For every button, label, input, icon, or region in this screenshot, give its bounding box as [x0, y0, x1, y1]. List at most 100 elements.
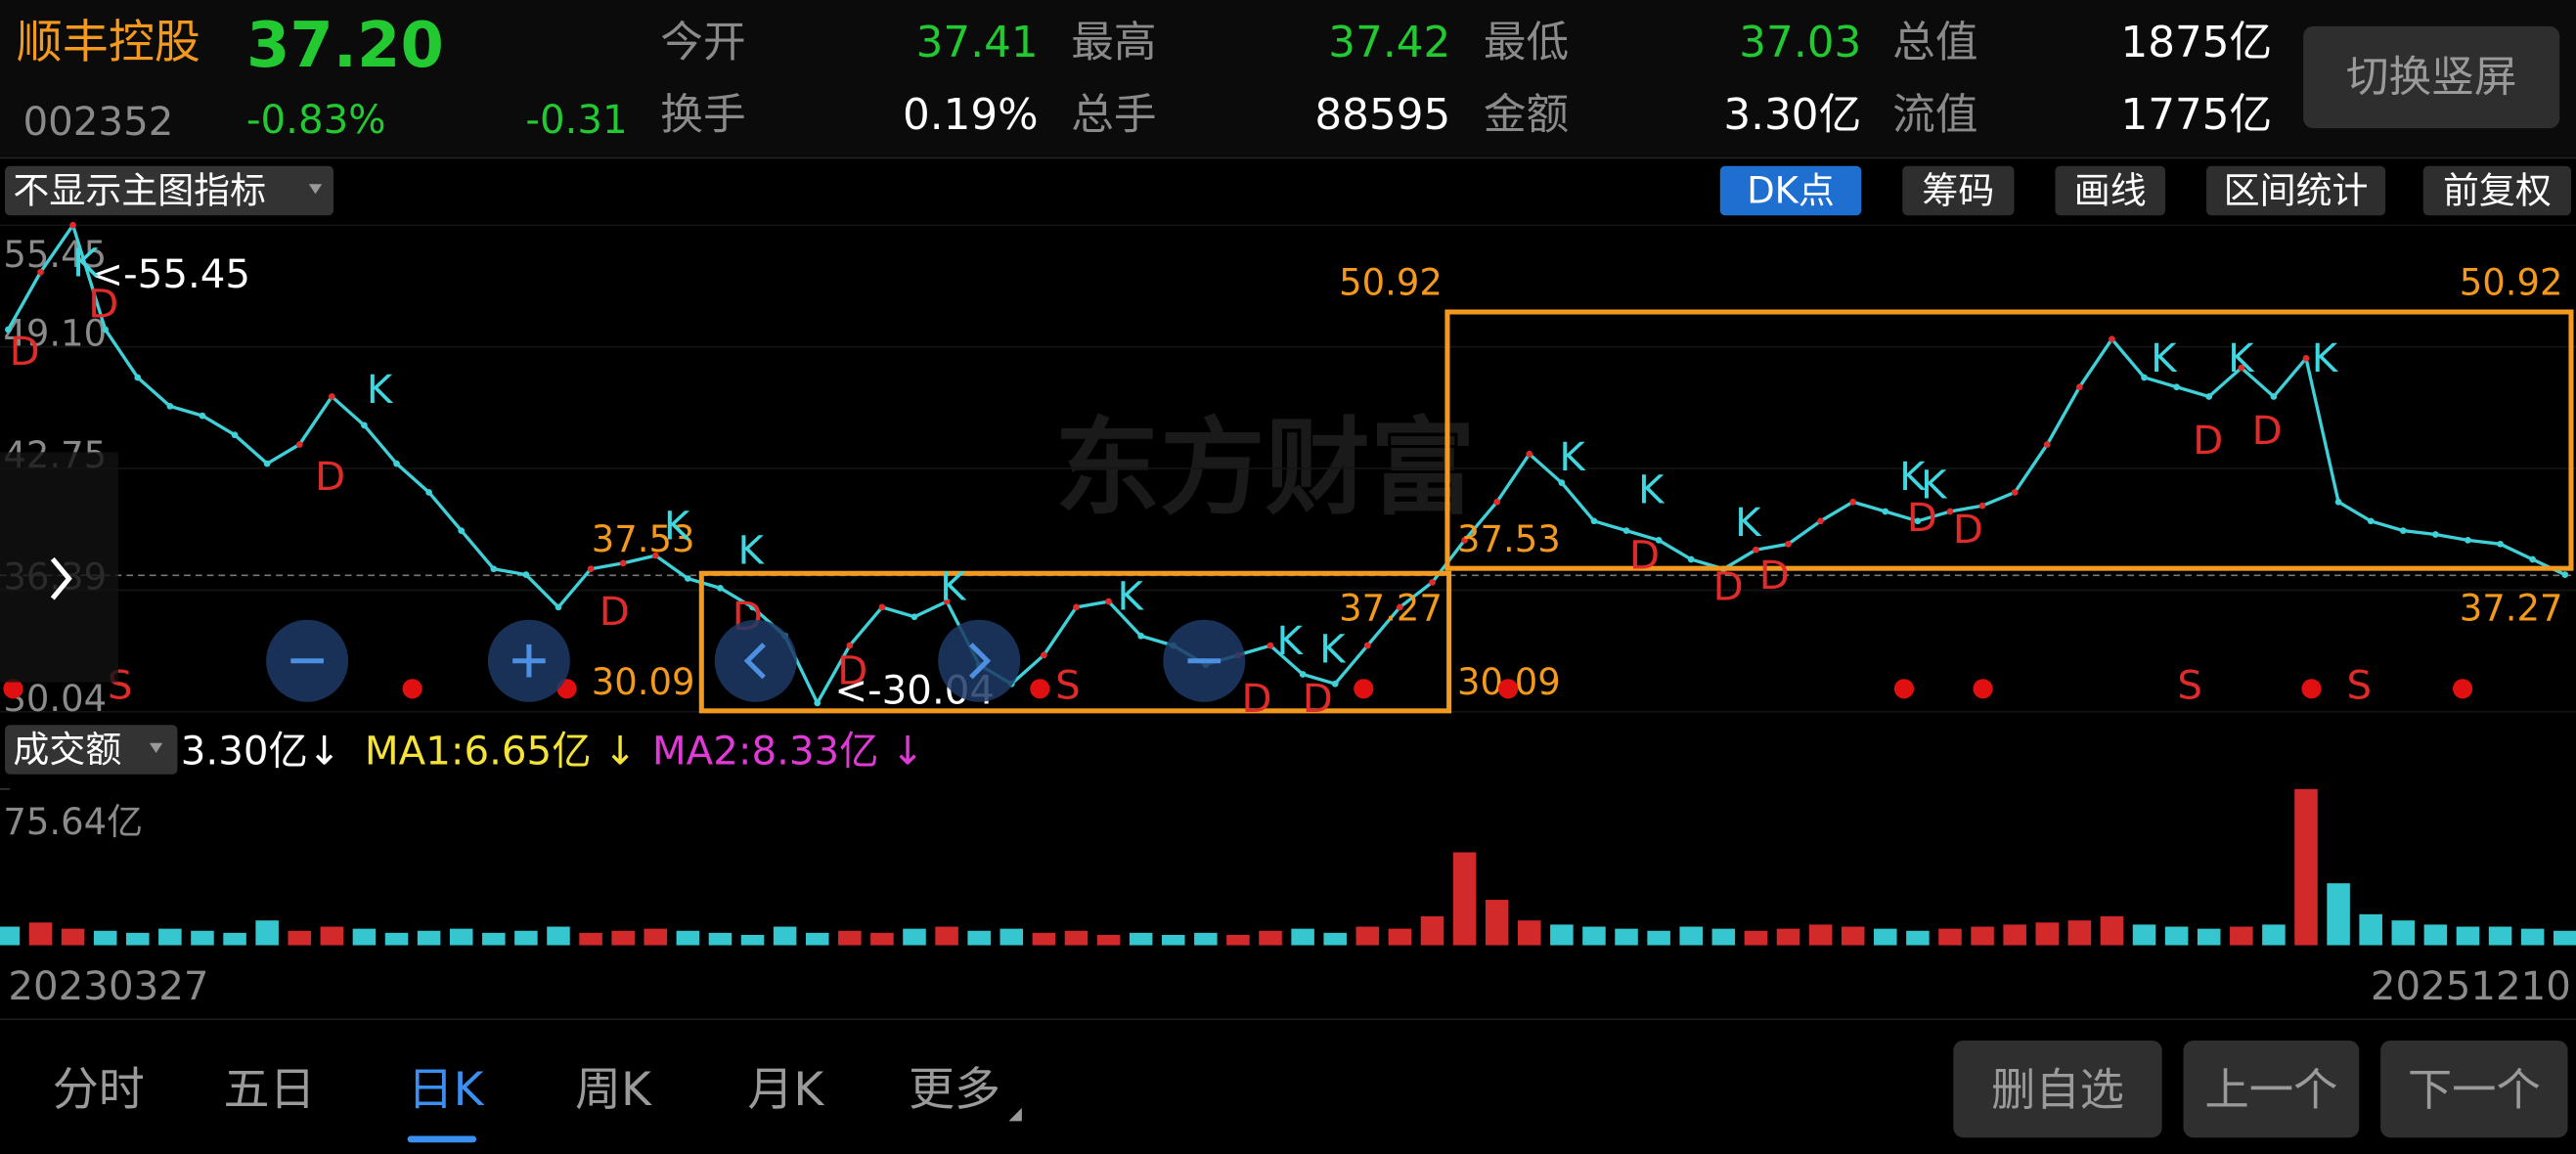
volume-bar: [514, 930, 538, 946]
indicator-select[interactable]: [5, 165, 334, 216]
toolbar-button[interactable]: [2422, 165, 2571, 216]
signal-marker: D: [1242, 676, 1272, 722]
volume-bar: [1550, 924, 1574, 946]
price-point: [1331, 680, 1339, 688]
toolbar-button-label: 前复权: [2443, 169, 2552, 211]
signal-dot: [1973, 679, 1993, 699]
volume-bar: [2035, 922, 2060, 946]
box-label: 37.53: [1457, 518, 1561, 560]
volume-bar: [1161, 934, 1185, 946]
period-tab[interactable]: 月K: [747, 1063, 824, 1117]
box-label: 37.27: [2460, 587, 2563, 629]
toolbar-button-label: DK点: [1747, 169, 1835, 211]
action-button[interactable]: [1953, 1041, 2162, 1138]
volume-bar: [1841, 926, 1865, 946]
price-point: [295, 441, 303, 448]
toolbar-button[interactable]: [2206, 165, 2386, 216]
signal-marker: K: [2228, 335, 2255, 381]
volume-bar: [967, 930, 991, 946]
legend-entry: MA1:6.65亿 ↓: [365, 729, 637, 775]
zoom-button[interactable]: [938, 619, 1021, 702]
price-point: [555, 603, 562, 611]
signal-marker: K: [940, 564, 967, 610]
action-button[interactable]: [2380, 1041, 2568, 1138]
volume-bar: [2391, 920, 2416, 946]
side-nav-icon: [50, 556, 72, 600]
volume-bar: [2230, 926, 2253, 946]
zoom-button[interactable]: [714, 619, 797, 702]
price-point: [1073, 603, 1080, 611]
stat-value: 3.30亿: [1723, 90, 1861, 140]
toolbar-button[interactable]: [2055, 165, 2166, 216]
volume-bar: [579, 932, 602, 946]
price-point: [1978, 502, 1986, 510]
volume-select[interactable]: [5, 725, 178, 775]
price-point: [2173, 383, 2180, 391]
volume-bar: [1291, 928, 1314, 946]
signal-marker: D: [1953, 507, 1983, 553]
price-point: [1493, 498, 1501, 506]
volume-bar: [1226, 934, 1250, 946]
price-point: [1266, 642, 1274, 649]
volume-bar: [93, 930, 117, 946]
signal-marker: K: [1735, 500, 1762, 546]
period-tab[interactable]: 周K: [575, 1063, 652, 1117]
volume-bar: [2520, 928, 2545, 946]
volume-bar: [352, 928, 377, 946]
price-point: [1363, 642, 1371, 649]
toolbar-button[interactable]: [1902, 165, 2015, 216]
price-point: [1299, 671, 1307, 678]
active-tab-indicator: [407, 1135, 477, 1143]
x-label: 20251210: [2371, 963, 2571, 1009]
stat-value: 88595: [1314, 90, 1450, 140]
signal-marker: K: [2151, 335, 2178, 381]
rotate-button-label: 切换竖屏: [2346, 52, 2517, 102]
box-label: 37.27: [1339, 587, 1443, 629]
price-point: [1849, 498, 1857, 506]
volume-bar: [320, 926, 344, 946]
box-label: 37.53: [592, 518, 695, 560]
signal-marker: D: [1713, 564, 1744, 610]
period-tab[interactable]: 分时: [53, 1063, 145, 1117]
price-point: [393, 460, 400, 467]
signal-dot: [1893, 679, 1915, 699]
signal-marker: K: [367, 367, 394, 413]
price-point: [231, 431, 239, 439]
volume-bar: [191, 930, 214, 946]
volume-bar: [1388, 928, 1412, 946]
period-tab[interactable]: 日K: [408, 1063, 485, 1117]
change: -0.31: [525, 97, 627, 143]
price-point: [619, 559, 627, 567]
price-point: [2334, 498, 2342, 506]
volume-bar: [1485, 900, 1509, 946]
volume-bar: [417, 930, 441, 946]
toolbar-button[interactable]: [1719, 165, 1862, 216]
signal-marker: K: [1638, 466, 1666, 512]
volume-bar: [2359, 913, 2382, 946]
price-point: [2529, 555, 2537, 563]
price-point: [1785, 540, 1792, 548]
price-point: [587, 565, 595, 573]
volume-bar: [1032, 932, 1056, 946]
price-series: [6, 221, 2566, 707]
price-point: [1137, 632, 1145, 640]
volume-bar: [2553, 930, 2576, 946]
volume-bar: [838, 930, 862, 946]
stat-value: 0.19%: [903, 90, 1039, 140]
volume-bar: [999, 928, 1024, 946]
y-tick-label: 75.64亿: [3, 801, 143, 843]
price-point: [2043, 441, 2051, 448]
action-button[interactable]: [2183, 1041, 2360, 1138]
period-tab[interactable]: 五日: [223, 1063, 315, 1117]
action-label: 下一个: [2408, 1064, 2541, 1116]
stat-label: 金额: [1484, 90, 1569, 140]
range-box: [1444, 309, 2574, 571]
rotate-button[interactable]: [2303, 25, 2560, 129]
signal-marker: D: [315, 454, 345, 500]
volume-bar: [0, 926, 21, 946]
price-point: [263, 460, 271, 467]
price-point: [2399, 527, 2407, 534]
signal-marker: K: [1899, 454, 1927, 500]
period-tab[interactable]: 更多: [909, 1063, 1000, 1117]
